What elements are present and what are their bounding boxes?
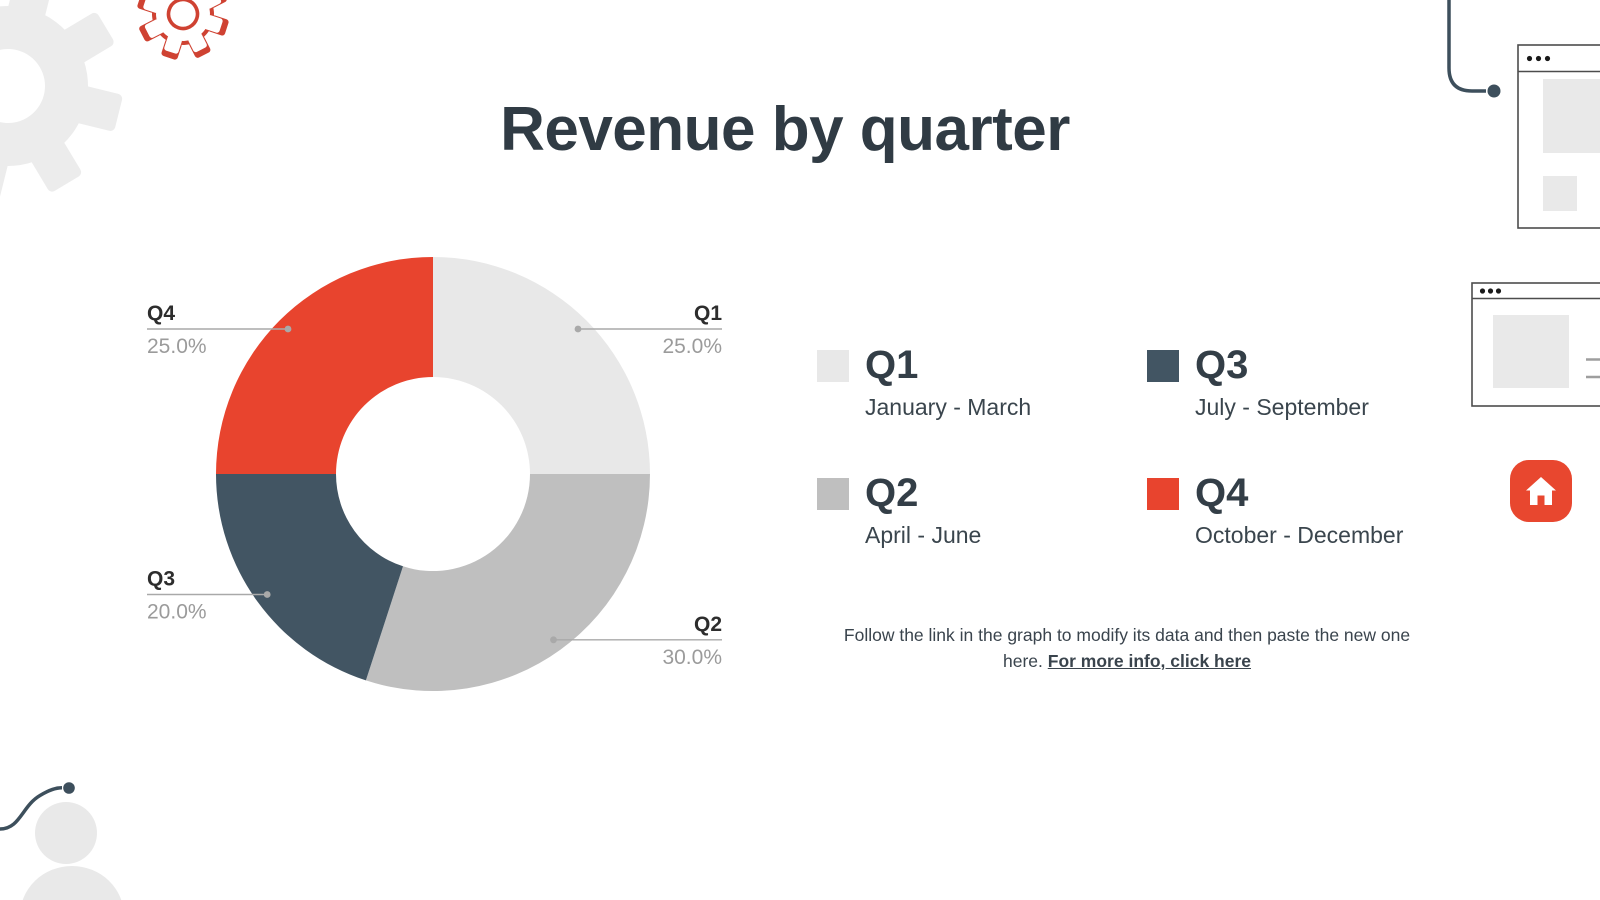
donut-slice-q3 [216, 474, 403, 681]
legend-item-q3: Q3 July - September [1147, 344, 1477, 420]
donut-slice-q1 [433, 257, 650, 474]
connector-dot [1487, 84, 1501, 98]
legend-swatch [817, 478, 849, 510]
callout-dot [263, 591, 271, 598]
connector-line [1447, 0, 1501, 98]
legend-sublabel: July - September [1195, 394, 1369, 420]
legend-sublabel: October - December [1195, 522, 1404, 548]
window-dot [1479, 288, 1486, 294]
legend-swatch [817, 350, 849, 382]
browser-window-mockup-1 [1517, 44, 1600, 229]
legend-label: Q3 [1195, 343, 1249, 387]
slice-percent: 20.0% [147, 601, 207, 624]
slice-label: Q1 [694, 302, 722, 325]
window-dot [1487, 288, 1494, 294]
legend-sublabel: January - March [865, 394, 1032, 420]
callout-dot [574, 325, 582, 333]
connector-line [0, 782, 75, 831]
legend-item-q2: Q2 April - June [817, 472, 1147, 548]
home-button[interactable] [1510, 460, 1572, 522]
legend-sublabel: April - June [865, 522, 982, 548]
slide-title: Revenue by quarter [500, 95, 1070, 164]
chart-legend: Q1 January - March Q2 April - June Q3 July - … [817, 344, 1477, 548]
callout-dot [550, 636, 557, 644]
content-placeholder [1543, 176, 1577, 211]
footer-note: Follow the link in the graph to modify i… [827, 622, 1427, 674]
slice-label: Q2 [694, 613, 722, 636]
window-dot [1526, 55, 1533, 62]
gear-outline-icon [137, 0, 229, 60]
more-info-link[interactable]: For more info, click here [1047, 651, 1251, 671]
legend-label: Q4 [1195, 471, 1249, 515]
window-dot [1495, 288, 1502, 294]
donut-slice-q4 [216, 257, 433, 474]
callout-dot [284, 325, 292, 333]
slice-percent: 25.0% [662, 335, 722, 358]
legend-label: Q1 [865, 343, 919, 387]
content-placeholder [1493, 315, 1569, 388]
slice-callout-q4: Q4 25.0% [147, 302, 292, 358]
connector-dot [63, 782, 75, 794]
legend-swatch [1147, 478, 1179, 510]
slice-label: Q3 [147, 568, 175, 591]
slice-percent: 30.0% [662, 646, 722, 669]
person-silhouette [22, 802, 122, 900]
browser-window-mockup-2 [1471, 282, 1600, 407]
legend-label: Q2 [865, 471, 919, 515]
donut-slice-q2 [365, 474, 650, 692]
slice-label: Q4 [147, 302, 175, 325]
window-dot [1544, 55, 1551, 62]
slice-callout-q3: Q3 20.0% [147, 568, 271, 624]
legend-item-q4: Q4 October - December [1147, 472, 1477, 548]
content-placeholder [1543, 79, 1600, 153]
home-icon [1526, 477, 1556, 505]
legend-swatch [1147, 350, 1179, 382]
footer-text: Follow the link in the graph to modify i… [843, 625, 1411, 671]
slice-percent: 25.0% [147, 335, 207, 358]
slice-callout-q2: Q2 30.0% [550, 613, 722, 669]
legend-item-q1: Q1 January - March [817, 344, 1147, 420]
slice-callout-q1: Q1 25.0% [574, 302, 722, 358]
gear-icon [0, 0, 123, 201]
window-dot [1535, 55, 1542, 62]
